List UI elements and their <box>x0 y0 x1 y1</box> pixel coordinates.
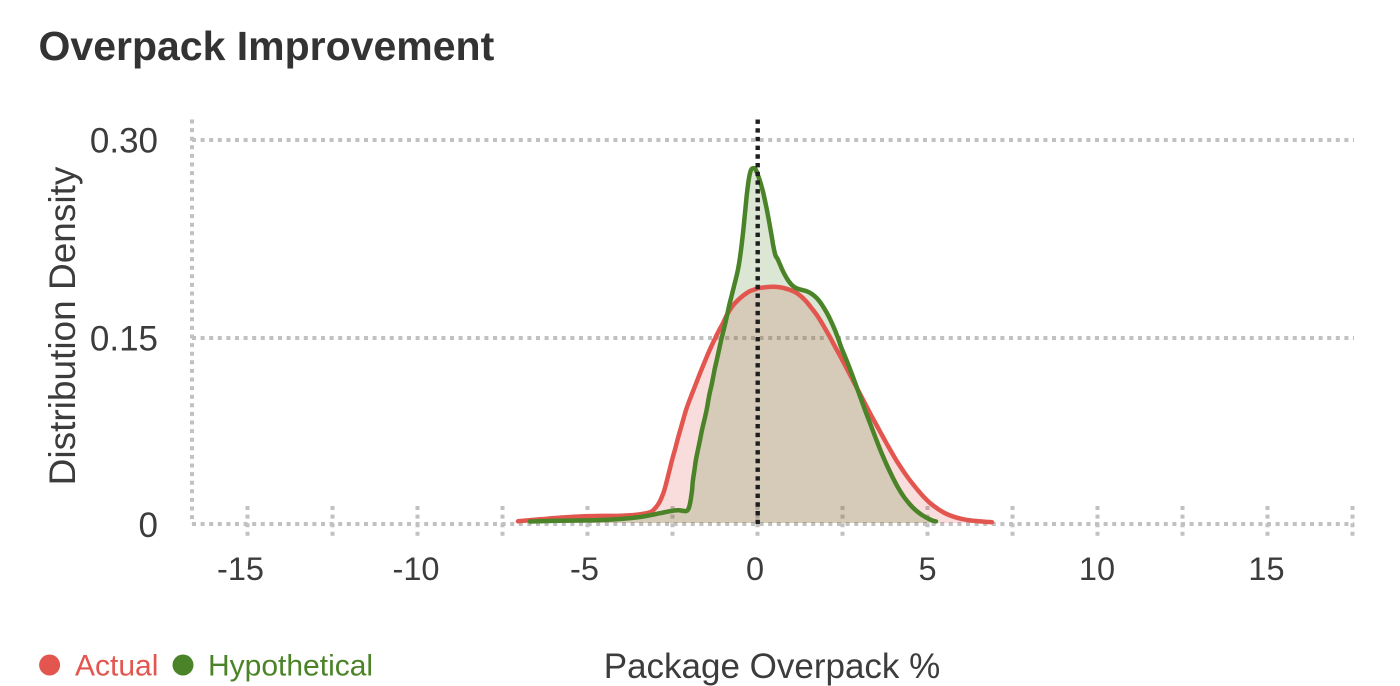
svg-text:10: 10 <box>1079 551 1115 587</box>
svg-text:15: 15 <box>1248 551 1284 587</box>
svg-text:Hypothetical: Hypothetical <box>208 650 373 683</box>
svg-text:5: 5 <box>918 551 936 587</box>
svg-text:0.15: 0.15 <box>90 320 158 359</box>
svg-text:-10: -10 <box>393 551 440 587</box>
svg-text:0: 0 <box>139 506 158 545</box>
svg-text:Package Overpack %: Package Overpack % <box>604 647 941 686</box>
svg-text:Actual: Actual <box>75 650 158 683</box>
svg-text:0: 0 <box>746 551 764 587</box>
svg-text:0.30: 0.30 <box>90 122 158 161</box>
svg-text:Overpack Improvement: Overpack Improvement <box>39 23 495 69</box>
svg-text:-15: -15 <box>217 551 264 587</box>
svg-text:Distribution Density: Distribution Density <box>42 166 83 485</box>
svg-text:-5: -5 <box>570 551 599 587</box>
